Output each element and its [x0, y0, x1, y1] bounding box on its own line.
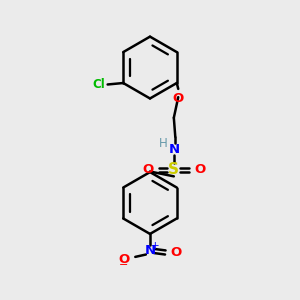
Text: +: +	[151, 241, 160, 251]
Text: N: N	[144, 244, 156, 257]
Text: S: S	[168, 162, 179, 177]
Text: O: O	[172, 92, 184, 105]
Text: N: N	[168, 143, 179, 156]
Text: H: H	[159, 137, 168, 151]
Text: O: O	[142, 164, 153, 176]
Text: −: −	[119, 260, 128, 269]
Text: O: O	[194, 164, 206, 176]
Text: O: O	[171, 246, 182, 259]
Text: O: O	[118, 253, 129, 266]
Text: Cl: Cl	[93, 78, 106, 91]
